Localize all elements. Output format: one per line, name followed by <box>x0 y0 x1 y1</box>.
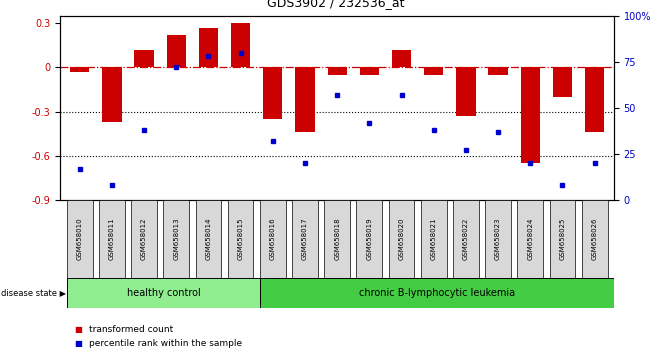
Bar <box>231 23 250 68</box>
Text: GSM658026: GSM658026 <box>592 218 598 260</box>
Bar <box>356 200 382 278</box>
Text: GSM658014: GSM658014 <box>205 218 211 260</box>
Text: ■: ■ <box>74 339 82 348</box>
Text: GSM658019: GSM658019 <box>366 218 372 260</box>
Text: GSM658017: GSM658017 <box>302 218 308 260</box>
Bar <box>421 200 447 278</box>
Text: GSM658015: GSM658015 <box>238 218 244 260</box>
Text: GSM658013: GSM658013 <box>173 218 179 260</box>
Bar <box>263 68 282 119</box>
Bar <box>392 50 411 68</box>
Text: GSM658025: GSM658025 <box>560 218 566 260</box>
Bar <box>102 68 121 122</box>
Bar <box>70 68 89 72</box>
Text: GSM658010: GSM658010 <box>76 218 83 260</box>
Text: GSM658021: GSM658021 <box>431 218 437 260</box>
Bar <box>260 278 614 308</box>
Bar <box>424 68 444 75</box>
Text: GSM658023: GSM658023 <box>495 218 501 260</box>
Bar <box>295 68 315 132</box>
Bar <box>488 68 508 75</box>
Text: GDS3902 / 232536_at: GDS3902 / 232536_at <box>267 0 404 9</box>
Bar <box>132 200 157 278</box>
Text: GSM658024: GSM658024 <box>527 218 533 260</box>
Bar <box>260 200 286 278</box>
Bar <box>389 200 415 278</box>
Text: GSM658018: GSM658018 <box>334 218 340 260</box>
Text: GSM658016: GSM658016 <box>270 218 276 260</box>
Bar <box>550 200 575 278</box>
Text: GSM658012: GSM658012 <box>141 218 147 260</box>
Bar <box>292 200 318 278</box>
Bar <box>360 68 379 75</box>
Text: chronic B-lymphocytic leukemia: chronic B-lymphocytic leukemia <box>359 288 515 298</box>
Bar <box>553 68 572 97</box>
Bar <box>99 200 125 278</box>
Bar <box>456 68 476 116</box>
Bar <box>517 200 543 278</box>
Text: GSM658022: GSM658022 <box>463 218 469 260</box>
Bar <box>195 200 221 278</box>
Text: healthy control: healthy control <box>127 288 200 298</box>
Bar <box>67 200 93 278</box>
Bar <box>521 68 540 163</box>
Bar <box>453 200 479 278</box>
Bar <box>485 200 511 278</box>
Bar <box>199 28 218 68</box>
Bar <box>134 50 154 68</box>
Text: percentile rank within the sample: percentile rank within the sample <box>89 339 242 348</box>
Bar <box>67 278 260 308</box>
Bar <box>166 35 186 68</box>
Text: GSM658011: GSM658011 <box>109 218 115 260</box>
Text: ■: ■ <box>74 325 82 334</box>
Bar <box>585 68 605 132</box>
Bar <box>163 200 189 278</box>
Bar <box>327 68 347 75</box>
Bar <box>324 200 350 278</box>
Text: GSM658020: GSM658020 <box>399 218 405 260</box>
Bar <box>227 200 254 278</box>
Text: transformed count: transformed count <box>89 325 173 334</box>
Text: disease state ▶: disease state ▶ <box>1 289 66 297</box>
Bar <box>582 200 607 278</box>
